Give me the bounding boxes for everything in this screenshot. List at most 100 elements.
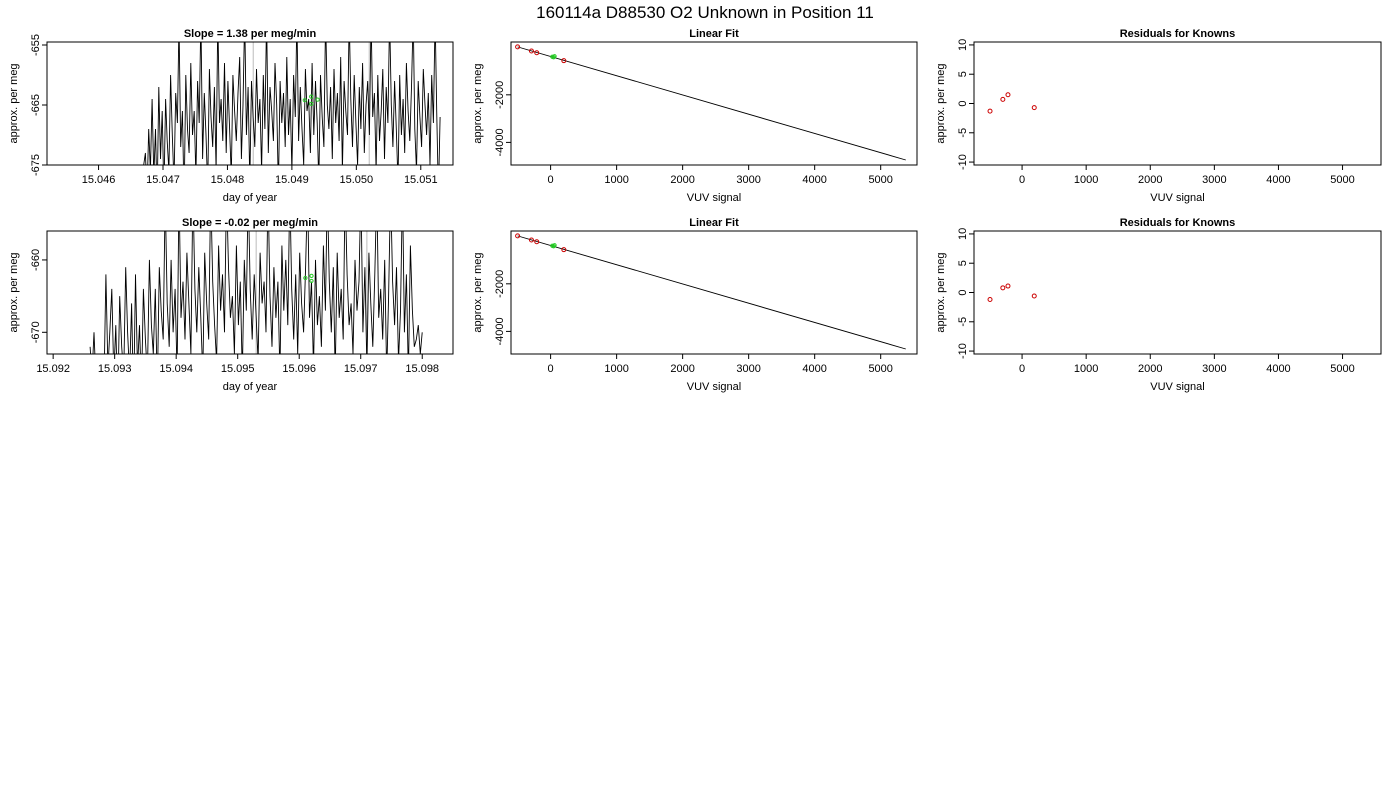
x-tick-label: 2000 (1138, 363, 1162, 375)
plot-frame (510, 230, 918, 355)
chart-panel-5: 0 1000 2000 3000 4000 5000 -4000 -2000 Linear Fi… (472, 217, 918, 393)
y-axis-label: approx. per meg (8, 252, 20, 332)
unknown-point-2 (309, 278, 314, 284)
unknown-point-4 (315, 97, 320, 102)
x-tick-label: 15.051 (404, 174, 438, 186)
x-tick-label: 15.092 (36, 363, 70, 375)
x-tick-label: 0 (1019, 363, 1025, 375)
known-point-1 (515, 233, 521, 239)
plot-frame (46, 41, 454, 166)
x-tick-label: 5000 (868, 174, 892, 186)
chart-panel-4: 15.092 15.093 15.094 15.095 15.096 15.097 15.0… (8, 217, 454, 393)
x-tick-label: 15.093 (98, 363, 132, 375)
panel-grid: 15.046 15.047 15.048 15.049 15.050 15.051 -675… (8, 28, 1382, 393)
x-tick-label: 1000 (1074, 174, 1098, 186)
known-point-4 (1031, 105, 1037, 111)
known-point-4 (1031, 293, 1037, 299)
x-tick-label: 0 (1019, 174, 1025, 186)
x-axis-label: VUV signal (1150, 381, 1204, 393)
panel-title: Slope = 1.38 per meg/min (184, 28, 317, 40)
x-tick-label: 15.098 (405, 363, 439, 375)
panel-title: Slope = -0.02 per meg/min (182, 217, 318, 229)
x-tick-label: 1000 (1074, 363, 1098, 375)
x-axis-label: VUV signal (687, 192, 741, 204)
y-tick-label: -675 (30, 154, 42, 176)
unknown-point-3 (552, 54, 557, 59)
panel-title: Residuals for Knowns (1120, 28, 1236, 40)
x-tick-label: 15.049 (275, 174, 309, 186)
y-tick-label: -660 (30, 249, 42, 271)
panel-title: Linear Fit (689, 28, 739, 40)
series-trace-line (143, 42, 441, 165)
known-point-2 (528, 237, 534, 243)
plot-area (987, 283, 1037, 303)
x-tick-label: 3000 (736, 174, 760, 186)
x-tick-label: 5000 (1330, 363, 1354, 375)
figure-suptitle: 160114a D88530 O2 Unknown in Position 11 (536, 3, 874, 22)
y-tick-label: -4000 (494, 317, 506, 345)
fit-line (517, 46, 906, 161)
x-tick-label: 2000 (1138, 174, 1162, 186)
chart-panel-3: 0 1000 2000 3000 4000 5000 -10 -5 0 5 10 Residuals … (935, 28, 1382, 204)
known-point-4 (561, 247, 567, 253)
known-point-2 (1000, 96, 1006, 102)
unknown-point-2 (309, 94, 314, 99)
plot-area (987, 92, 1037, 114)
panel-title: Linear Fit (689, 217, 739, 229)
x-axis-label: VUV signal (1150, 192, 1204, 204)
x-tick-label: 4000 (802, 174, 826, 186)
y-axis-label: approx. per meg (935, 63, 947, 143)
known-point-4 (561, 58, 567, 64)
y-axis-label: approx. per meg (8, 63, 20, 143)
x-axis-label: VUV signal (687, 381, 741, 393)
x-tick-label: 0 (548, 363, 554, 375)
known-point-1 (987, 297, 993, 303)
y-tick-label: -670 (30, 321, 42, 343)
plot-frame (973, 41, 1382, 166)
y-tick-label: -10 (957, 154, 969, 170)
plot-area (515, 44, 906, 161)
x-tick-label: 15.097 (344, 363, 378, 375)
plot-frame (46, 230, 454, 355)
plot-frame (973, 230, 1382, 355)
x-tick-label: 4000 (1266, 363, 1290, 375)
panel-title: Residuals for Knowns (1120, 217, 1236, 229)
y-tick-label: 0 (957, 100, 969, 106)
y-tick-label: 10 (957, 39, 969, 51)
x-tick-label: 15.048 (211, 174, 245, 186)
x-tick-label: 15.096 (282, 363, 316, 375)
x-tick-label: 15.050 (340, 174, 374, 186)
y-tick-label: -4000 (494, 128, 506, 156)
y-axis-label: approx. per meg (472, 63, 484, 143)
y-tick-label: 0 (957, 289, 969, 295)
y-axis-label: approx. per meg (472, 252, 484, 332)
x-tick-label: 1000 (604, 363, 628, 375)
y-tick-label: -2000 (494, 81, 506, 109)
x-tick-label: 15.094 (159, 363, 193, 375)
series-trace-line (89, 231, 423, 354)
x-axis-label: day of year (223, 192, 278, 204)
x-tick-label: 3000 (1202, 174, 1226, 186)
plot-area (515, 233, 906, 350)
fit-line (517, 235, 906, 350)
y-tick-label: 5 (957, 260, 969, 266)
x-tick-label: 3000 (736, 363, 760, 375)
known-point-1 (987, 108, 993, 114)
known-point-3 (534, 239, 540, 245)
y-tick-label: 5 (957, 71, 969, 77)
unknown-point-3 (552, 243, 557, 248)
unknown-point-3 (309, 101, 314, 106)
x-tick-label: 5000 (868, 363, 892, 375)
x-tick-label: 2000 (670, 174, 694, 186)
chart-panel-6: 0 1000 2000 3000 4000 5000 -10 -5 0 5 10 Residuals … (935, 217, 1382, 393)
x-axis-label: day of year (223, 381, 278, 393)
y-tick-label: -10 (957, 343, 969, 359)
y-tick-label: -655 (30, 34, 42, 56)
known-point-2 (1000, 285, 1006, 291)
x-tick-label: 15.095 (221, 363, 255, 375)
known-point-3 (534, 50, 540, 56)
plot-area (89, 231, 423, 354)
plot-frame (510, 41, 918, 166)
x-tick-label: 5000 (1330, 174, 1354, 186)
